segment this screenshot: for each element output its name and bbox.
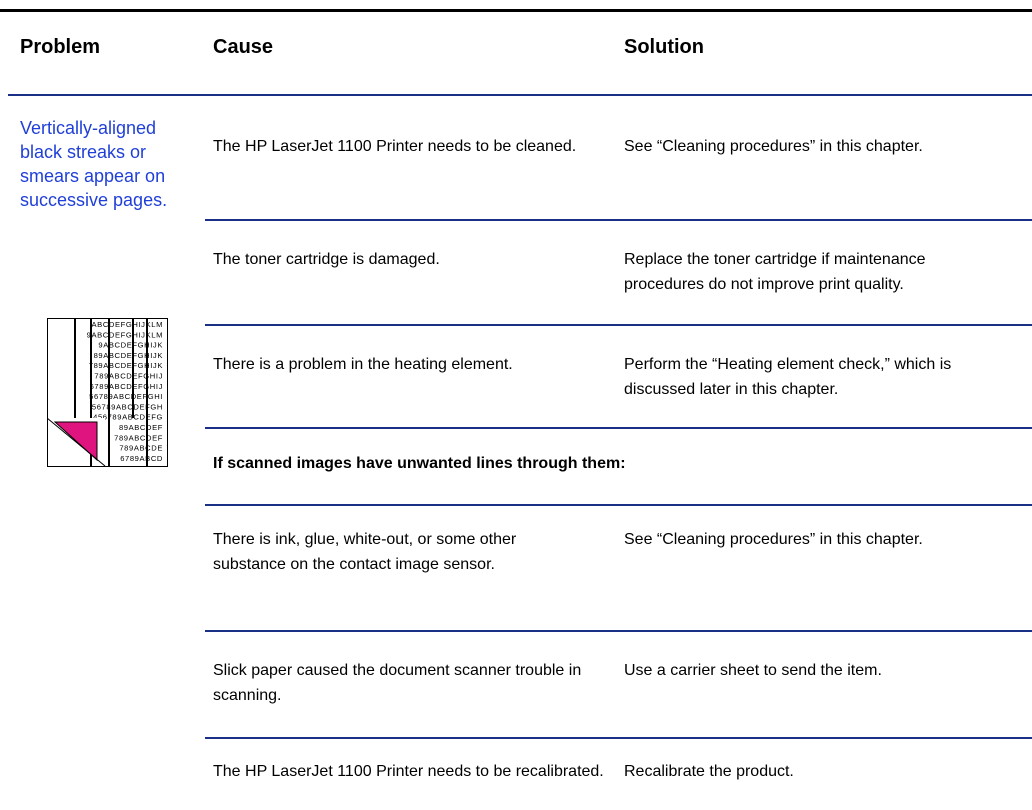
- row-rule: [205, 504, 1032, 506]
- illustration-text: 6789ABCDEFGHIJ: [90, 382, 163, 391]
- row-rule: [205, 630, 1032, 632]
- row-rule: [205, 737, 1032, 739]
- illustration-text: 789ABCDEF: [114, 433, 163, 442]
- illustration-text: 456789ABCDEFG: [93, 413, 163, 422]
- row-rule: [205, 427, 1032, 429]
- cause: The toner cartridge is damaged.: [213, 251, 440, 268]
- solution: Recalibrate the product.: [624, 763, 794, 780]
- cause: Slick paper caused the document scanner …: [213, 662, 582, 704]
- problem-text: Vertically-aligned black streaks or smea…: [20, 118, 168, 210]
- header-rule: [8, 94, 1032, 96]
- solution: Perform the “Heating element check,” whi…: [624, 356, 952, 398]
- solution: See “Cleaning procedures” in this chapte…: [624, 531, 923, 548]
- illustration-text: 9ABCDEFGHIJKLM: [87, 330, 163, 339]
- top-rule: [0, 9, 1032, 12]
- illustration-text: 56789ABCDEFGH: [92, 402, 163, 411]
- cause: The HP LaserJet 1100 Printer needs to be…: [213, 763, 604, 780]
- cause: There is a problem in the heating elemen…: [213, 356, 513, 373]
- header-cause: Cause: [213, 36, 274, 58]
- header-problem: Problem: [20, 36, 101, 58]
- row-rule: [205, 324, 1032, 326]
- illustration-text: 9ABCDEFGHIJK: [98, 341, 163, 350]
- illustration-text: ABCDEFGHIJKLM: [91, 320, 163, 329]
- illustration-text: 789ABCDEFGHIJK: [89, 361, 163, 370]
- cause: There is ink, glue, white-out, or some o…: [213, 531, 517, 573]
- illustration-text: 89ABCDEFGHIJK: [94, 351, 163, 360]
- illustration-text: 789ABCDEFGHIJ: [94, 372, 163, 381]
- section-heading: If scanned images have unwanted lines th…: [213, 455, 626, 472]
- header-solution: Solution: [624, 36, 704, 58]
- row-rule: [205, 219, 1032, 221]
- solution: Use a carrier sheet to send the item.: [624, 662, 882, 679]
- solution: Replace the toner cartridge if maintenan…: [624, 251, 926, 293]
- illustration-text: 789ABCDE: [119, 444, 163, 453]
- illustration-text: 6789ABCD: [120, 454, 163, 463]
- illustration-text: 89ABCDEF: [119, 423, 163, 432]
- solution: See “Cleaning procedures” in this chapte…: [624, 138, 923, 155]
- illustration: ABCDEFGHIJKLM9ABCDEFGHIJKLM9ABCDEFGHIJK8…: [47, 318, 168, 467]
- illustration-text: 56789ABCDEFGHI: [89, 392, 163, 401]
- cause: The HP LaserJet 1100 Printer needs to be…: [213, 138, 577, 155]
- fold-edge: [47, 417, 106, 467]
